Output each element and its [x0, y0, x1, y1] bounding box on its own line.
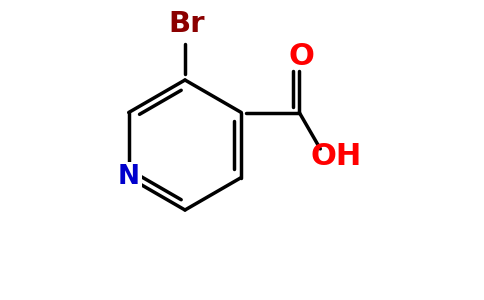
Text: O: O — [288, 42, 314, 71]
Text: N: N — [118, 164, 140, 190]
Text: Br: Br — [169, 10, 205, 38]
Text: OH: OH — [311, 142, 362, 171]
